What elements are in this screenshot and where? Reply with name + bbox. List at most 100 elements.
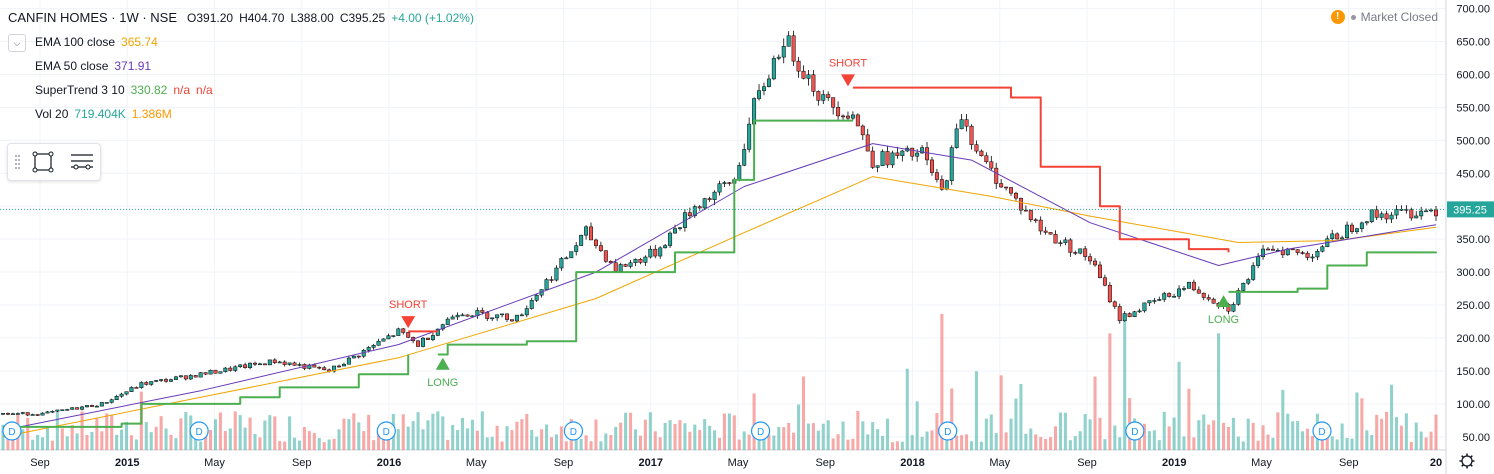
indicator-ema50[interactable]: EMA 50 close 371.91	[35, 54, 480, 78]
volume-bar	[129, 435, 134, 450]
candle-body	[1384, 213, 1389, 220]
volume-bar	[989, 414, 993, 450]
candle-body	[1, 413, 5, 415]
chevron-down-icon: ⌵	[13, 38, 21, 48]
short-signal-label: SHORT	[389, 299, 428, 311]
candle-body	[722, 182, 727, 184]
candle-body	[707, 198, 712, 200]
candle-body	[885, 151, 890, 166]
time-tick-label: 2015	[115, 457, 139, 469]
drag-handle-icon[interactable]	[15, 155, 19, 169]
candle-body	[717, 183, 722, 193]
volume-bar	[564, 441, 568, 450]
volume-bar	[1123, 313, 1127, 450]
candle-body	[208, 369, 213, 375]
volume-bar	[510, 430, 514, 450]
volume-bar	[1152, 430, 1156, 450]
candle-body	[761, 86, 766, 91]
candle-body	[969, 125, 974, 145]
market-status-label: Market Closed	[1360, 10, 1438, 24]
high-value: H404.70	[239, 11, 285, 25]
indicator-volume[interactable]: Vol 20 719.404K 1.386M	[35, 102, 480, 126]
collapse-legend-button[interactable]: ⌵	[8, 34, 26, 52]
candle-body	[10, 413, 15, 415]
volume-bar	[377, 432, 381, 450]
candle-body	[282, 361, 287, 365]
volume-bar	[327, 439, 331, 450]
candle-body	[821, 94, 826, 101]
volume-bar	[1389, 384, 1394, 450]
volume-bar	[1310, 436, 1314, 450]
rectangle-tool-icon[interactable]	[30, 149, 56, 175]
volume-bar	[890, 442, 894, 450]
volume-bar	[1385, 411, 1389, 450]
volume-bar	[278, 441, 282, 450]
time-tick-label: 20	[1430, 457, 1442, 469]
volume-bar	[653, 431, 657, 450]
volume-bar	[456, 430, 460, 450]
volume-bar	[21, 429, 25, 450]
volume-bar	[60, 428, 64, 450]
dividend-marker-icon	[189, 421, 209, 441]
volume-bar	[218, 412, 222, 450]
open-value: O391.20	[187, 11, 234, 25]
lines-tool-icon[interactable]	[68, 149, 96, 175]
candle-body	[598, 245, 603, 251]
indicator-supertrend[interactable]: SuperTrend 3 10 330.82 n/a n/a	[35, 78, 480, 102]
volume-bar	[1399, 425, 1403, 450]
indicator-ema100-value: 365.74	[121, 35, 158, 49]
candle-body	[371, 345, 376, 348]
candle-body	[1112, 301, 1117, 307]
volume-bar	[65, 436, 69, 450]
volume-bar	[1419, 431, 1423, 450]
volume-bar	[752, 393, 756, 450]
symbol-title[interactable]: CANFIN HOMES · 1W · NSE	[8, 10, 178, 25]
price-tick-label: 600.00	[1456, 69, 1490, 81]
candle-body	[1196, 289, 1201, 294]
volume-bar	[307, 431, 311, 450]
volume-bar	[248, 417, 252, 450]
candle-body	[959, 119, 964, 130]
market-status[interactable]: ! Market Closed	[1330, 10, 1438, 24]
candle-body	[1295, 249, 1300, 253]
volume-bar	[895, 441, 899, 450]
candle-body	[1191, 281, 1196, 291]
short-signal-marker	[401, 316, 416, 329]
candle-body	[875, 165, 880, 168]
candle-body	[549, 279, 554, 281]
volume-bar	[1004, 432, 1008, 450]
volume-bar	[243, 427, 247, 450]
candle-body	[25, 412, 30, 416]
candle-body	[836, 107, 841, 117]
candle-body	[934, 172, 939, 180]
candle-body	[870, 150, 875, 168]
volume-bar	[1434, 414, 1438, 450]
candle-body	[416, 340, 421, 347]
candle-body	[974, 144, 979, 152]
volume-bar	[1360, 398, 1364, 450]
volume-bar	[421, 429, 425, 450]
volume-bar	[184, 412, 188, 450]
indicator-ema50-value: 371.91	[114, 59, 152, 73]
indicator-ema100[interactable]: EMA 100 close 365.74	[35, 30, 480, 54]
candle-body	[89, 405, 94, 407]
candle-body	[1359, 222, 1364, 229]
candle-body	[1434, 209, 1438, 217]
volume-bar	[826, 420, 830, 450]
volume-bar	[322, 442, 326, 450]
volume-bar	[1083, 414, 1087, 450]
candle-body	[623, 264, 628, 267]
candle-body	[643, 256, 648, 263]
candle-body	[1246, 279, 1251, 284]
candle-body	[1236, 290, 1241, 305]
candle-body	[1053, 233, 1058, 244]
candle-body	[1157, 299, 1162, 301]
candle-body	[638, 259, 643, 263]
candle-body	[1424, 210, 1429, 213]
candle-body	[322, 367, 327, 371]
candle-body	[75, 407, 80, 410]
settings-gear-icon[interactable]	[1461, 455, 1473, 467]
volume-bar	[1182, 436, 1186, 450]
volume-bar	[979, 441, 983, 450]
